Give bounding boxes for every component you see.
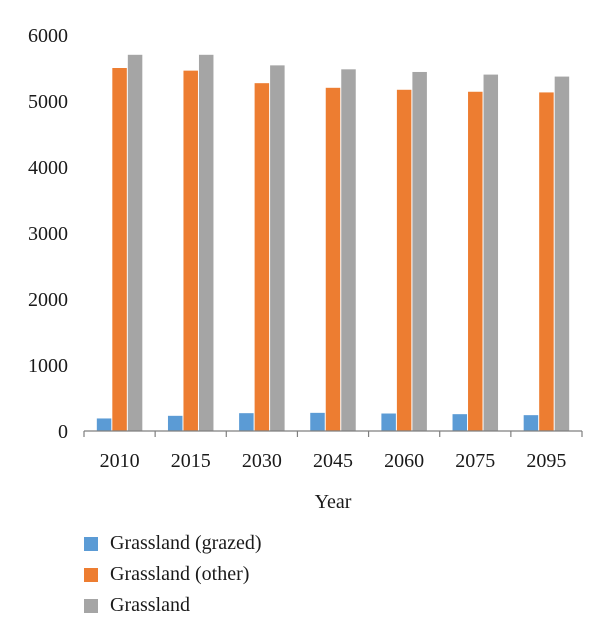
legend-swatch [84, 536, 98, 551]
bar [310, 412, 325, 431]
x-tick-label: 2045 [313, 450, 353, 472]
bar [523, 415, 539, 431]
x-tick-label: 2075 [455, 450, 495, 472]
bar [239, 413, 254, 431]
bar [183, 70, 198, 431]
legend-label: Grassland (other) [110, 563, 250, 585]
x-axis-tick-marks [83, 431, 583, 437]
bar [167, 415, 183, 431]
bars [96, 54, 570, 432]
bar [483, 74, 499, 431]
legend-swatch [84, 567, 98, 582]
y-tick-label: 6000 [28, 25, 68, 47]
bar [198, 54, 214, 432]
bar [468, 91, 483, 431]
y-tick-label: 0 [58, 421, 68, 443]
x-tick-label: 2015 [171, 450, 211, 472]
bar [539, 92, 554, 432]
bar [127, 54, 143, 432]
legend-label: Grassland (grazed) [110, 532, 262, 554]
y-tick-label: 4000 [28, 157, 68, 179]
bar [381, 413, 396, 431]
bar [254, 83, 270, 432]
y-tick-label: 5000 [28, 91, 68, 113]
x-tick-label: 2095 [526, 450, 566, 472]
legend: Grassland (grazed) Grassland (other) Gra… [84, 528, 262, 621]
legend-swatch [84, 598, 98, 613]
legend-item-other: Grassland (other) [84, 559, 262, 590]
bar [325, 87, 341, 432]
bar [554, 76, 570, 431]
legend-item-grazed: Grassland (grazed) [84, 528, 262, 559]
bar [412, 71, 427, 432]
y-tick-label: 3000 [28, 223, 68, 245]
y-tick-label: 2000 [28, 289, 68, 311]
bar [452, 414, 468, 431]
bar [396, 89, 412, 431]
x-tick-label: 2010 [100, 450, 140, 472]
y-tick-label: 1000 [28, 355, 68, 377]
x-tick-label: 2060 [384, 450, 424, 472]
legend-label: Grassland [110, 594, 190, 616]
legend-item-grassland: Grassland [84, 590, 262, 621]
bar [96, 418, 112, 431]
bar [341, 69, 356, 431]
x-axis-tick-labels: 2010 2015 2030 2045 2060 2075 2095 [100, 450, 567, 472]
x-tick-label: 2030 [242, 450, 282, 472]
bar [112, 68, 127, 431]
x-axis-title: Year [315, 491, 352, 513]
bar [270, 65, 285, 432]
y-axis-tick-labels: 0 1000 2000 3000 4000 5000 6000 [28, 25, 68, 443]
